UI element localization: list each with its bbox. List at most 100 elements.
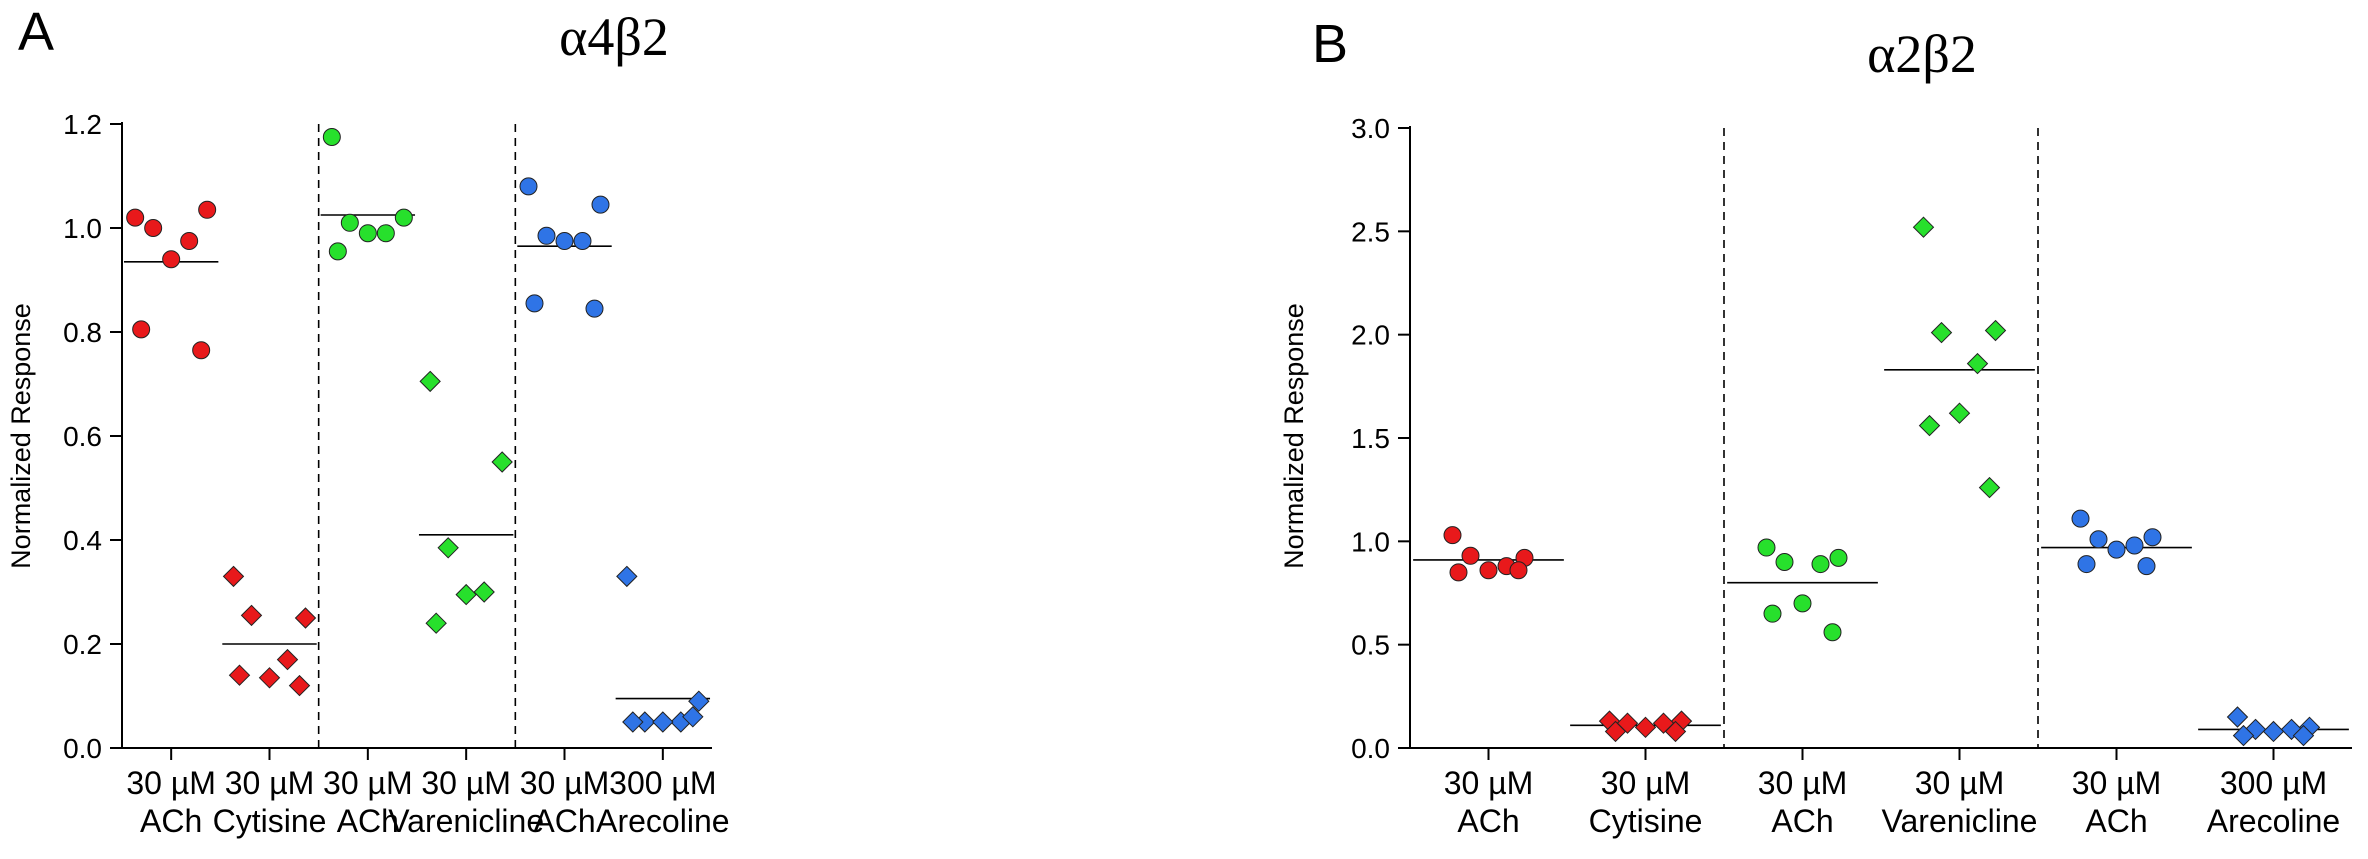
data-point [682, 706, 704, 728]
x-tick-label-sub: ACh [1771, 803, 1833, 839]
data-point [2143, 528, 2162, 547]
y-tick-label: 1.0 [1351, 526, 1390, 557]
data-point [276, 648, 299, 671]
x-tick-label: 30 µM [323, 765, 413, 801]
data-point [1664, 720, 1687, 743]
data-point [652, 711, 674, 733]
y-axis-label: Normalized Response [1279, 303, 1309, 569]
y-tick-label: 0.6 [63, 421, 102, 452]
data-point [1763, 604, 1782, 623]
data-point [132, 320, 151, 339]
data-point [1984, 319, 2007, 342]
x-tick-label: 30 µM [520, 765, 610, 801]
data-point [585, 299, 604, 318]
y-tick-label: 0.5 [1351, 630, 1390, 661]
data-point [616, 565, 638, 588]
x-tick-label: 30 µM [1444, 765, 1534, 801]
x-tick-label-sub: Cytisine [1589, 803, 1703, 839]
x-tick-label: 30 µM [2072, 765, 2162, 801]
data-point [1978, 476, 2001, 499]
x-tick-label-sub: Arecoline [2207, 803, 2340, 839]
data-point [1823, 623, 1842, 642]
data-point [162, 250, 181, 269]
chart-title: α2β2 [1867, 24, 1977, 84]
x-tick-label-sub: Arecoline [596, 803, 729, 839]
data-point [1912, 216, 1935, 238]
data-point [1449, 563, 1468, 582]
data-point [555, 232, 574, 250]
data-point [2232, 724, 2255, 747]
x-tick-label-sub: ACh [1457, 803, 1519, 839]
data-point [1918, 414, 1941, 437]
x-tick-label: 300 µM [2220, 765, 2327, 801]
x-tick-label-sub: Varenicline [388, 803, 544, 839]
data-point [1793, 594, 1812, 613]
y-tick-label: 1.5 [1351, 423, 1390, 454]
x-tick-label: 30 µM [1758, 765, 1848, 801]
data-point [1966, 352, 1989, 375]
data-point [591, 195, 610, 214]
x-tick-label-sub: ACh [2085, 803, 2147, 839]
y-tick-label: 0.8 [63, 317, 102, 348]
data-point [2137, 557, 2156, 576]
x-tick-label-sub: ACh [533, 803, 595, 839]
data-point [2226, 706, 2249, 728]
data-point [198, 200, 217, 219]
data-point [376, 224, 395, 243]
x-tick-label: 30 µM [126, 765, 216, 801]
y-tick-label: 1.0 [63, 213, 102, 244]
y-tick-label: 1.2 [63, 109, 102, 140]
x-tick-label: 30 µM [225, 765, 315, 801]
data-point [358, 224, 377, 243]
data-point [2292, 724, 2315, 747]
data-point [622, 711, 644, 733]
y-tick-label: 2.5 [1351, 216, 1390, 247]
data-point [519, 177, 538, 196]
data-point [525, 294, 544, 313]
data-point [228, 664, 251, 686]
data-point [294, 607, 317, 629]
data-point [126, 208, 145, 227]
y-tick-label: 0.0 [1351, 733, 1390, 764]
data-point [419, 370, 441, 393]
x-tick-label: 30 µM [1915, 765, 2005, 801]
data-point [1509, 561, 1528, 580]
data-point [222, 565, 245, 588]
data-point [688, 690, 710, 712]
y-axis-label: Normalized Response [6, 303, 36, 569]
data-point [340, 213, 359, 232]
y-tick-label: 0.2 [63, 629, 102, 660]
y-tick-label: 3.0 [1351, 113, 1390, 144]
data-point [240, 604, 263, 627]
data-point [1948, 402, 1971, 424]
data-point [473, 581, 495, 603]
data-point [455, 583, 477, 606]
data-point [2071, 509, 2090, 528]
data-point [1775, 553, 1794, 571]
data-point [1829, 548, 1848, 567]
y-tick-label: 0.0 [63, 733, 102, 764]
data-point [2107, 540, 2126, 559]
y-tick-label: 0.4 [63, 525, 102, 556]
data-point [2125, 536, 2144, 555]
x-tick-label: 30 µM [421, 765, 511, 801]
data-point [328, 242, 347, 261]
y-tick-label: 2.0 [1351, 320, 1390, 351]
panel-label: B [1312, 14, 1348, 74]
data-point [288, 674, 311, 697]
data-point [258, 667, 281, 689]
x-tick-label-sub: Varenicline [1882, 803, 2038, 839]
x-tick-label-sub: ACh [337, 803, 399, 839]
data-point [573, 232, 592, 250]
data-point [1479, 561, 1498, 580]
data-point [1811, 555, 1830, 574]
data-point [425, 612, 447, 634]
data-point [491, 451, 513, 473]
x-tick-label: 30 µM [1601, 765, 1691, 801]
x-tick-label-sub: ACh [140, 803, 202, 839]
data-point [1461, 546, 1480, 565]
data-point [1757, 538, 1776, 557]
